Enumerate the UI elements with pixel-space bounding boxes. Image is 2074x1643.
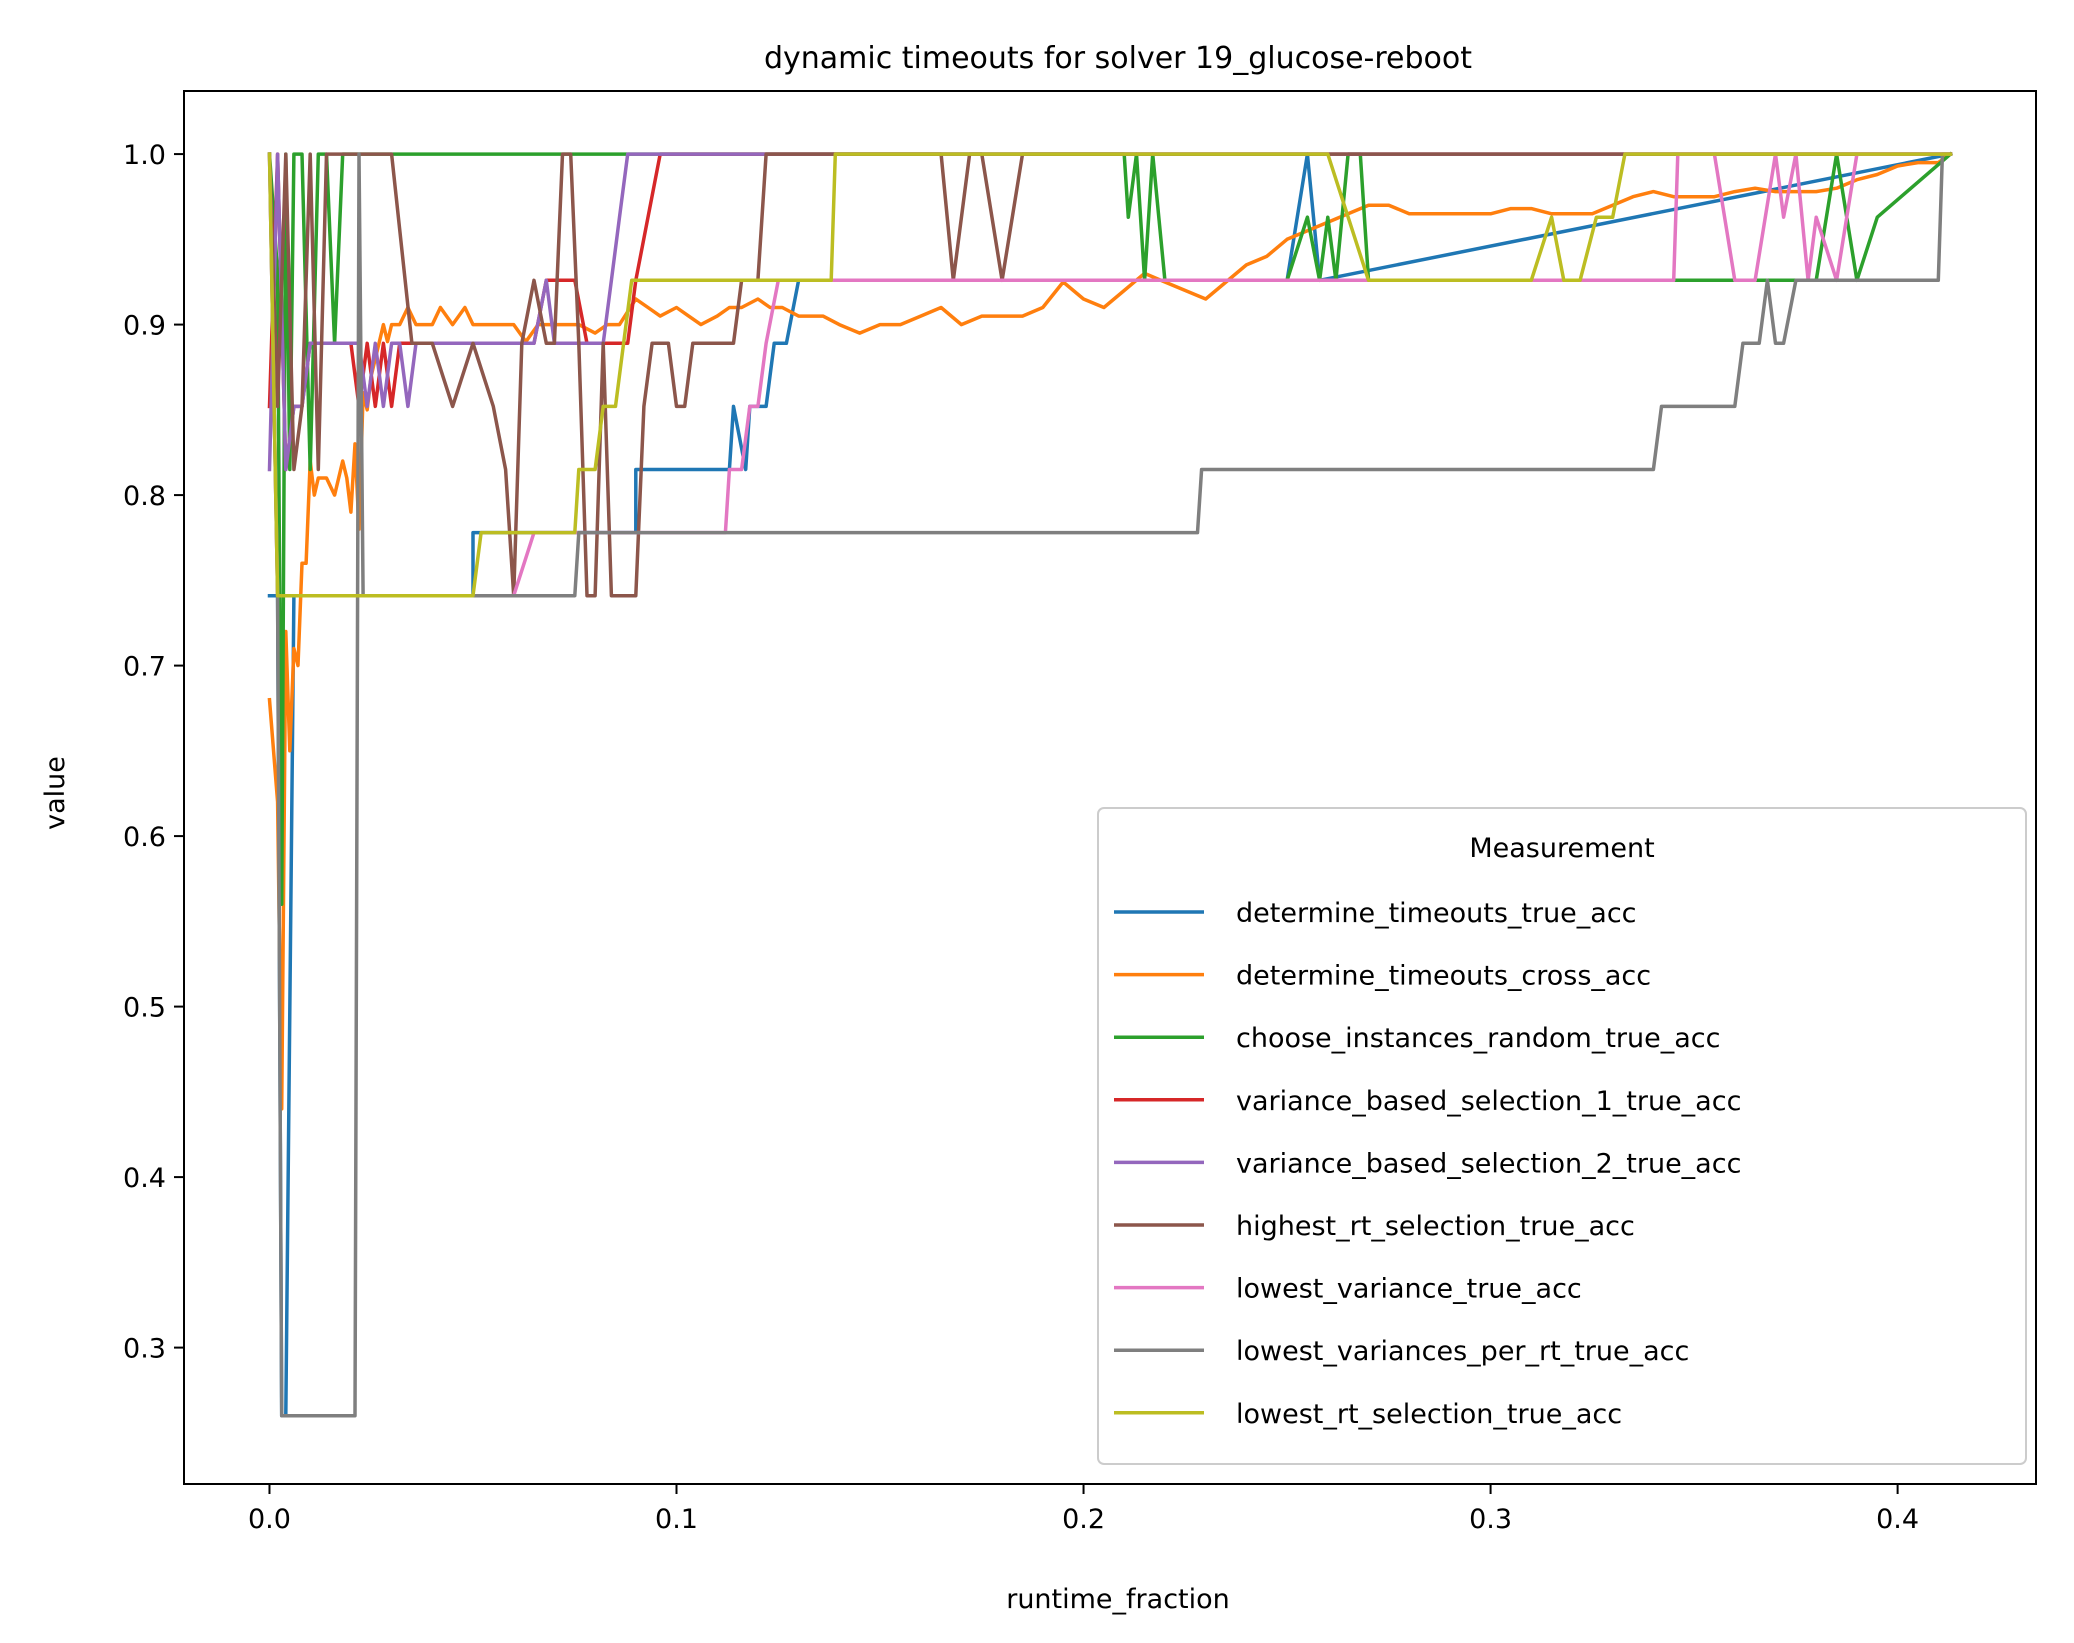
y-tick-label: 0.9: [123, 311, 166, 342]
legend-entry-label: highest_rt_selection_true_acc: [1236, 1211, 1635, 1242]
legend-entries: determine_timeouts_true_acc determine_tim…: [1114, 898, 1741, 1430]
legend-entry-label: variance_based_selection_2_true_acc: [1236, 1148, 1741, 1179]
legend-entry-label: choose_instances_random_true_acc: [1236, 1023, 1720, 1054]
legend: Measurement determine_timeouts_true_accd…: [1097, 807, 2027, 1465]
legend-entry-label: variance_based_selection_1_true_acc: [1236, 1086, 1741, 1117]
x-tick-label: 0.1: [655, 1504, 698, 1535]
x-axis-label: runtime_fraction: [1006, 1584, 1230, 1615]
legend-box: [1097, 807, 2027, 1465]
y-axis-ticks: 0.3 0.4 0.5 0.6 0.7 0.8 0.9 1.0: [123, 140, 184, 1365]
series-line-lowest_rt_selection_true_acc: [267, 152, 1953, 598]
series-line-highest_rt_selection_true_acc: [267, 152, 1953, 598]
chart-title: dynamic timeouts for solver 19_glucose-r…: [764, 41, 1472, 76]
legend-title: Measurement: [1469, 833, 1654, 864]
series-line-lowest_variances_per_rt_true_acc: [267, 152, 1953, 1418]
y-tick-label: 0.5: [123, 993, 166, 1024]
x-axis-ticks: 0.0 0.1 0.2 0.3 0.4: [248, 1484, 1919, 1535]
y-tick-label: 0.8: [123, 481, 166, 512]
y-tick-label: 0.6: [123, 822, 166, 853]
x-tick-label: 0.2: [1062, 1504, 1105, 1535]
y-axis-label: value: [40, 756, 71, 830]
legend-entry-label: determine_timeouts_true_acc: [1236, 898, 1637, 929]
y-tick-label: 0.7: [123, 652, 166, 683]
series-lines: [267, 151, 1953, 1418]
plot-frame: [183, 90, 2037, 1485]
x-tick-label: 0.3: [1469, 1504, 1512, 1535]
legend-entry-label: determine_timeouts_cross_acc: [1236, 961, 1651, 992]
y-tick-label: 1.0: [123, 140, 166, 171]
legend-entry-label: lowest_rt_selection_true_acc: [1236, 1399, 1622, 1430]
y-tick-label: 0.3: [123, 1334, 166, 1365]
legend-entry-label: lowest_variance_true_acc: [1236, 1274, 1582, 1305]
x-tick-label: 0.4: [1876, 1504, 1919, 1535]
series-line-variance_based_selection_2_true_acc: [267, 152, 1953, 472]
y-tick-label: 0.4: [123, 1163, 166, 1194]
legend-entry-label: lowest_variances_per_rt_true_acc: [1236, 1336, 1689, 1367]
x-tick-label: 0.0: [248, 1504, 291, 1535]
